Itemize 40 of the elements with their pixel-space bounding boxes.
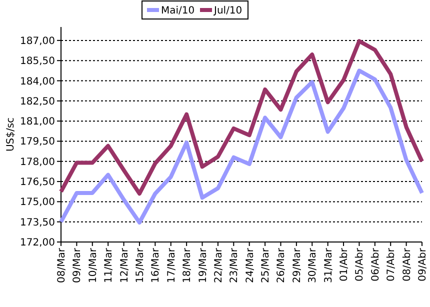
- y-axis-title: US$/sc: [6, 117, 16, 152]
- y-tick-label: 185,50: [20, 56, 55, 68]
- y-tick-label: 179,50: [20, 136, 55, 148]
- line-series: [59, 39, 424, 196]
- y-tick-label: 184,00: [20, 76, 55, 88]
- x-tick-label: 01/Abr: [339, 247, 350, 282]
- x-tick-label: 08/Mar: [56, 247, 68, 283]
- x-tick-label: 15/Mar: [134, 247, 146, 283]
- y-tick-label: 175,00: [20, 197, 55, 208]
- x-tick-label: 31/Mar: [323, 247, 334, 283]
- x-tick-label: 25/Mar: [260, 247, 272, 283]
- y-tick-label: 181,00: [20, 116, 55, 128]
- x-tick-label: 18/Mar: [182, 247, 194, 283]
- x-tick-label: 29/Mar: [292, 247, 303, 283]
- x-tick-label: 11/Mar: [104, 247, 115, 283]
- y-tick-label: 182,50: [20, 96, 55, 108]
- x-tick-label: 22/Mar: [213, 247, 224, 283]
- x-tick-label: 09/Abr: [418, 247, 428, 282]
- x-tick-label: 19/Mar: [198, 247, 209, 283]
- x-tick-label: 16/Mar: [150, 247, 162, 283]
- x-tick-label: 17/Mar: [166, 247, 178, 283]
- x-tick-label: 08/Abr: [402, 247, 413, 282]
- y-tick-label: 178,00: [20, 156, 55, 168]
- y-tick-label: 173,50: [20, 217, 55, 228]
- x-tick-label: 23/Mar: [229, 247, 240, 283]
- x-tick-label: 06/Abr: [370, 247, 382, 282]
- x-tick-label: 05/Abr: [354, 247, 366, 282]
- line-series: [59, 68, 424, 225]
- x-tick-label: 10/Mar: [88, 247, 99, 283]
- x-tick-label: 30/Mar: [308, 247, 319, 283]
- y-tick-label: 176,50: [20, 177, 55, 188]
- x-tick-label: 26/Mar: [276, 247, 288, 283]
- x-tick-label: 09/Mar: [72, 247, 84, 283]
- x-tick-label: 12/Mar: [119, 247, 130, 283]
- x-tick-label: 07/Abr: [386, 247, 398, 282]
- legend-label: Jul/10: [213, 6, 242, 16]
- y-tick-label: 172,00: [20, 238, 55, 248]
- x-tick-label: 24/Mar: [244, 247, 256, 283]
- y-tick-label: 187,00: [20, 36, 55, 47]
- legend-label: Mai/10: [161, 6, 195, 16]
